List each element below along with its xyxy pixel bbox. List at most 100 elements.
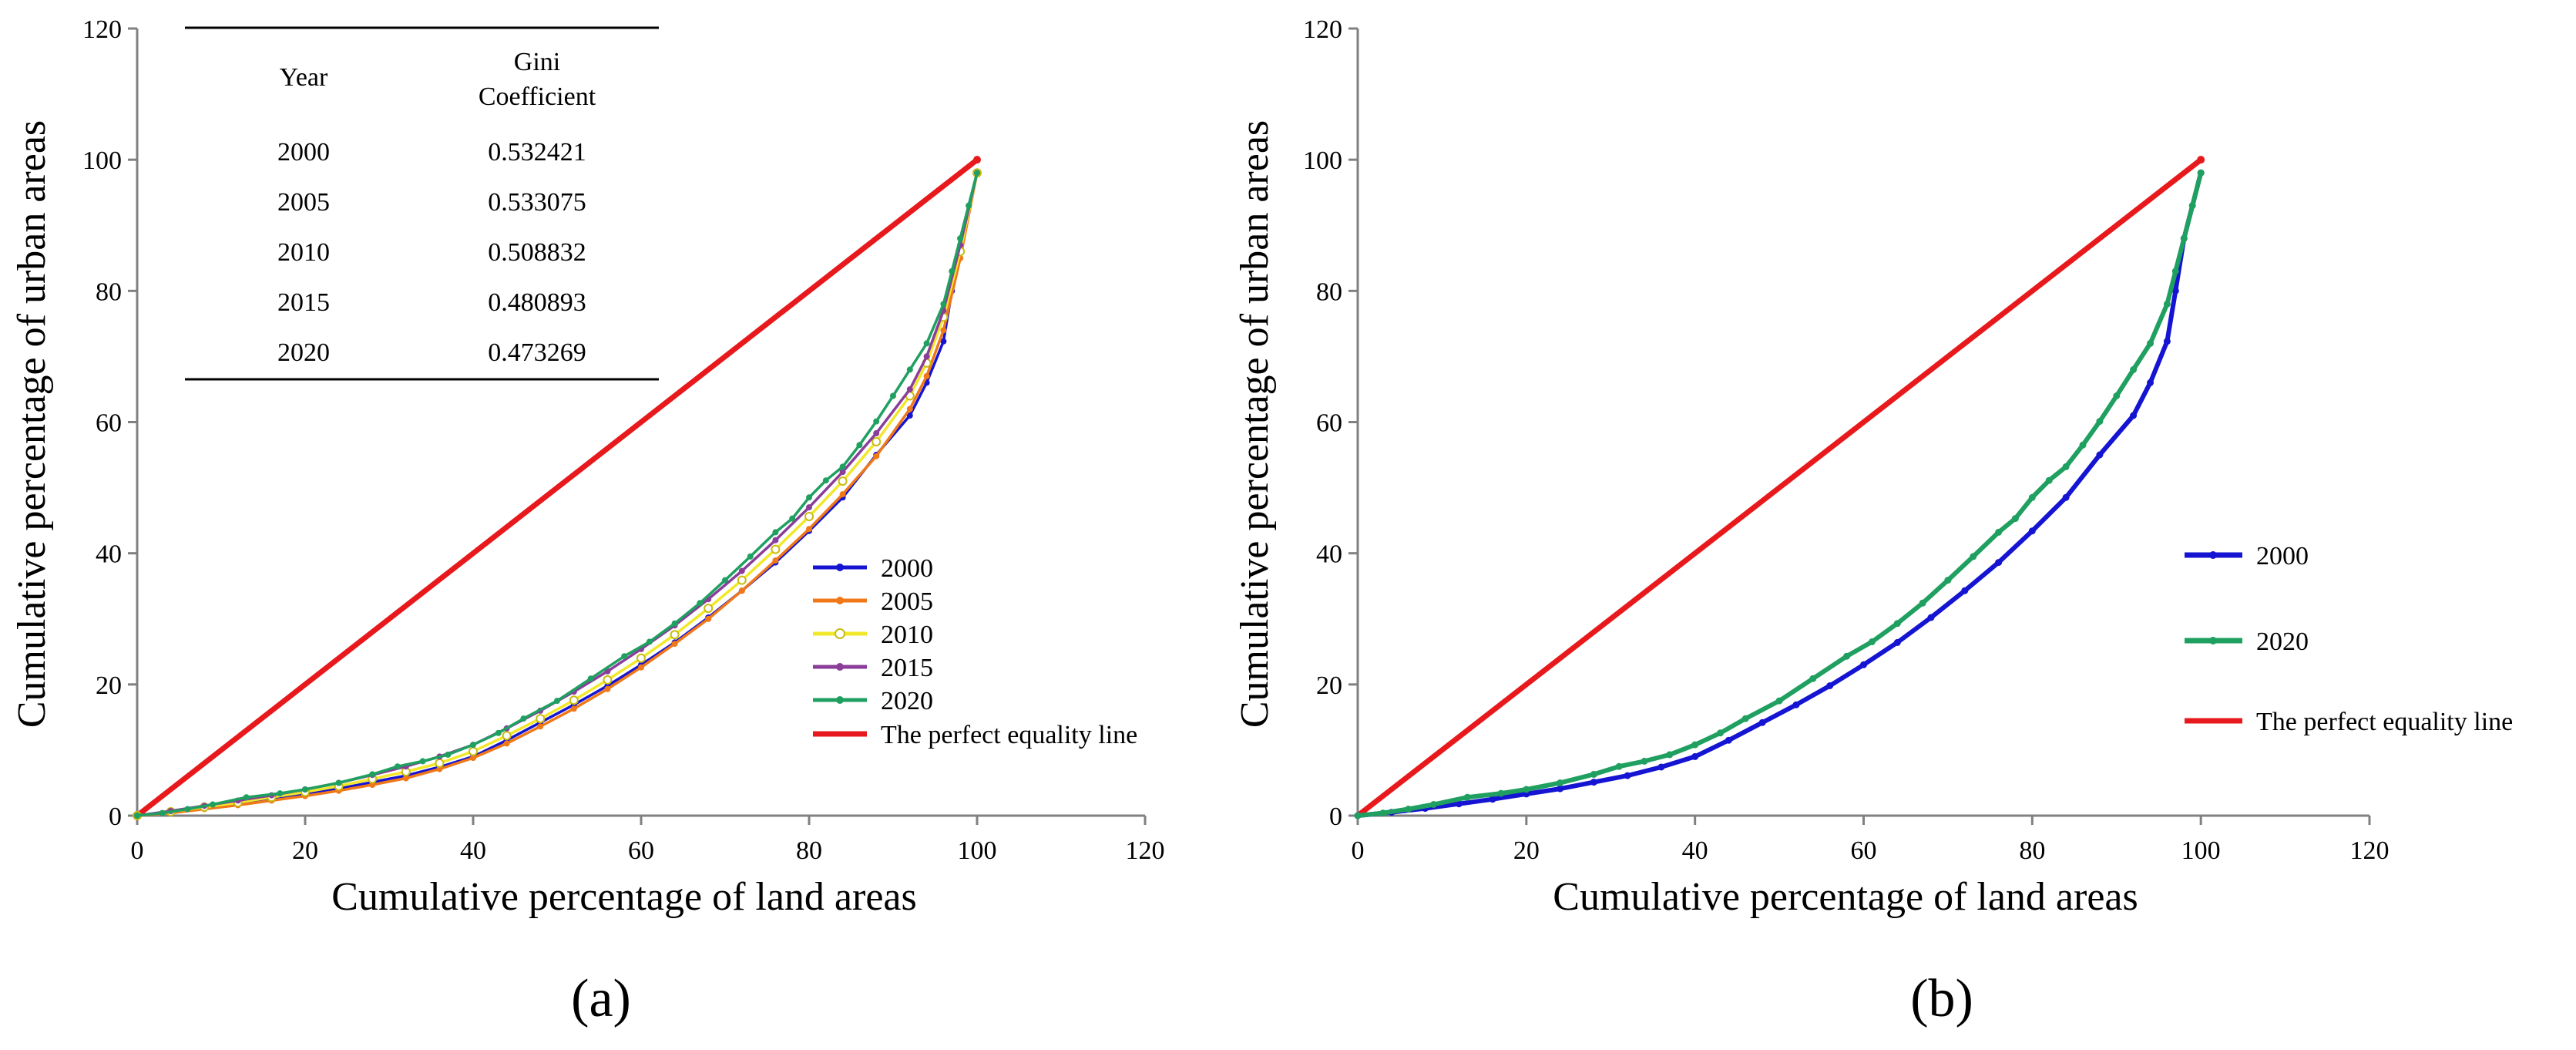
panel-a-point-2020 [923, 340, 930, 347]
panel-b-point-2000 [2096, 451, 2104, 459]
panel-b-y-tick-label: 120 [1303, 15, 1342, 44]
panel-b-point-2020 [1893, 620, 1901, 628]
panel-b-point-2020 [2113, 392, 2121, 399]
panel-a-point-2020 [747, 553, 754, 560]
panel-a-point-2020 [822, 477, 829, 484]
panel-a-point-2020 [873, 418, 880, 425]
panel-a-point-2000 [906, 412, 913, 419]
gini-row-year: 2005 [277, 188, 330, 217]
panel-a-y-tick-label: 60 [96, 409, 122, 438]
panel-a-point-2020 [369, 771, 376, 778]
panel-b-point-2000 [2171, 287, 2179, 294]
panel-b-point-2020 [2045, 476, 2053, 484]
panel-b-point-2000 [2163, 338, 2171, 345]
legend-label-equality: The perfect equality line [881, 721, 1137, 749]
panel-a-point-2020 [772, 529, 779, 536]
panel-b-point-2000 [1927, 614, 1935, 621]
panel-b-point-2020 [2079, 441, 2087, 449]
panel-a-point-2020 [419, 758, 426, 765]
panel-a-point-2010 [838, 476, 848, 486]
panel-a-point-2020 [671, 620, 678, 627]
legend-label-2000: 2000 [2256, 542, 2309, 570]
gini-table-header-gini-line1: Gini [514, 48, 560, 76]
panel-b-point-2000 [1691, 752, 1699, 760]
panel-a-point-2010 [469, 746, 478, 756]
panel-a-point-2010 [670, 630, 680, 640]
panel-a-x-axis-title: Cumulative percentage of land areas [331, 875, 916, 919]
panel-a-point-2020 [210, 801, 217, 808]
panel-b-point-2020 [1379, 809, 1387, 817]
panel-a-point-2020 [134, 813, 140, 819]
panel-a-point-2010 [636, 653, 646, 663]
panel-b-y-tick-label: 100 [1303, 146, 1342, 175]
panel-a-point-2010 [569, 695, 579, 705]
panel-a-point-2005 [906, 406, 913, 412]
legend-marker-2010 [835, 628, 845, 639]
gini-row-year: 2000 [277, 138, 330, 167]
panel-b-y-tick-label: 60 [1316, 409, 1342, 438]
panel-b-x-axis-title: Cumulative percentage of land areas [1553, 875, 2138, 919]
panel-a-x-tick-label: 60 [628, 836, 654, 865]
panel-a-point-2020 [974, 170, 980, 177]
panel-b-point-2000 [1792, 701, 1800, 708]
panel-a-y-tick-label: 0 [109, 803, 122, 831]
panel-a-point-2010 [872, 437, 882, 446]
panel-a-point-2020 [587, 675, 594, 682]
panel-a-point-2020 [277, 790, 284, 797]
panel-b-point-2020 [2011, 515, 2019, 523]
panel-b-point-2000 [2130, 412, 2138, 419]
panel-a-point-2020 [495, 729, 502, 736]
panel-a-point-2020 [906, 366, 913, 373]
gini-row-value: 0.508832 [488, 238, 586, 267]
panel-b-point-2000 [1489, 796, 1496, 803]
panel-a-point-2020 [394, 763, 401, 770]
panel-b-x-tick-label: 60 [1851, 836, 1877, 865]
panel-b-point-2020 [2197, 169, 2205, 177]
panel-a-point-2005 [839, 491, 846, 498]
panel-a-x-tick-label: 120 [1126, 836, 1165, 865]
panel-a-point-2015 [806, 504, 812, 511]
panel-b-point-2020 [1430, 801, 1437, 808]
panel-b-point-2020 [1741, 715, 1749, 722]
panel-a-point-2005 [671, 641, 678, 648]
legend-label-2010: 2010 [881, 621, 933, 649]
panel-b-point-2000 [1624, 772, 1631, 779]
gini-row-year: 2020 [277, 338, 330, 367]
panel-a-point-2020 [722, 577, 728, 584]
panel-b-point-2000 [1657, 763, 1665, 771]
panel-a-point-2020 [940, 301, 947, 308]
panel-b-point-2020 [2163, 300, 2171, 308]
panel-a-x-tick-label: 40 [460, 836, 486, 865]
panel-a-point-2020 [445, 751, 452, 758]
panel-a-point-2010 [502, 731, 512, 741]
panel-a-label: (a) [571, 969, 631, 1028]
gini-table: Year Gini Coefficient 2000 0.532421 2005… [185, 26, 659, 381]
legend-label-2020: 2020 [881, 687, 933, 715]
panel-a-point-2005 [772, 557, 779, 564]
panel-b-equality-line [1355, 156, 2204, 819]
panel-a-series-2010 [136, 171, 979, 817]
panel-a-point-2015 [839, 469, 846, 476]
panel-a-point-2010 [536, 714, 546, 724]
panel-b-legend: 2000 2020 The perfect equality line [2185, 542, 2513, 736]
panel-b-y-tick-label: 80 [1316, 278, 1342, 306]
panel-b-point-2000 [2062, 493, 2070, 501]
panel-a-point-2005 [604, 685, 611, 692]
panel-a-point-2020 [957, 235, 964, 242]
panel-b-point-2000 [1557, 785, 1564, 793]
panel-b-point-2020 [1497, 789, 1505, 797]
legend-marker-2020 [2209, 637, 2217, 644]
panel-a-point-2010 [435, 758, 445, 768]
panel-a-point-2020 [839, 463, 846, 470]
panel-a-y-tick-label: 80 [96, 278, 122, 306]
panel-a-series [133, 156, 982, 820]
legend-label-2005: 2005 [881, 587, 933, 616]
legend-label-2020: 2020 [2256, 628, 2309, 656]
panel-b-point-2020 [2180, 234, 2188, 242]
gini-row-year: 2010 [277, 238, 330, 267]
panel-b-point-2020 [2062, 463, 2070, 470]
panel-a-point-2020 [554, 698, 560, 705]
panel-b-x-tick-label: 0 [1352, 836, 1365, 865]
gini-row-value: 0.532421 [488, 138, 586, 167]
